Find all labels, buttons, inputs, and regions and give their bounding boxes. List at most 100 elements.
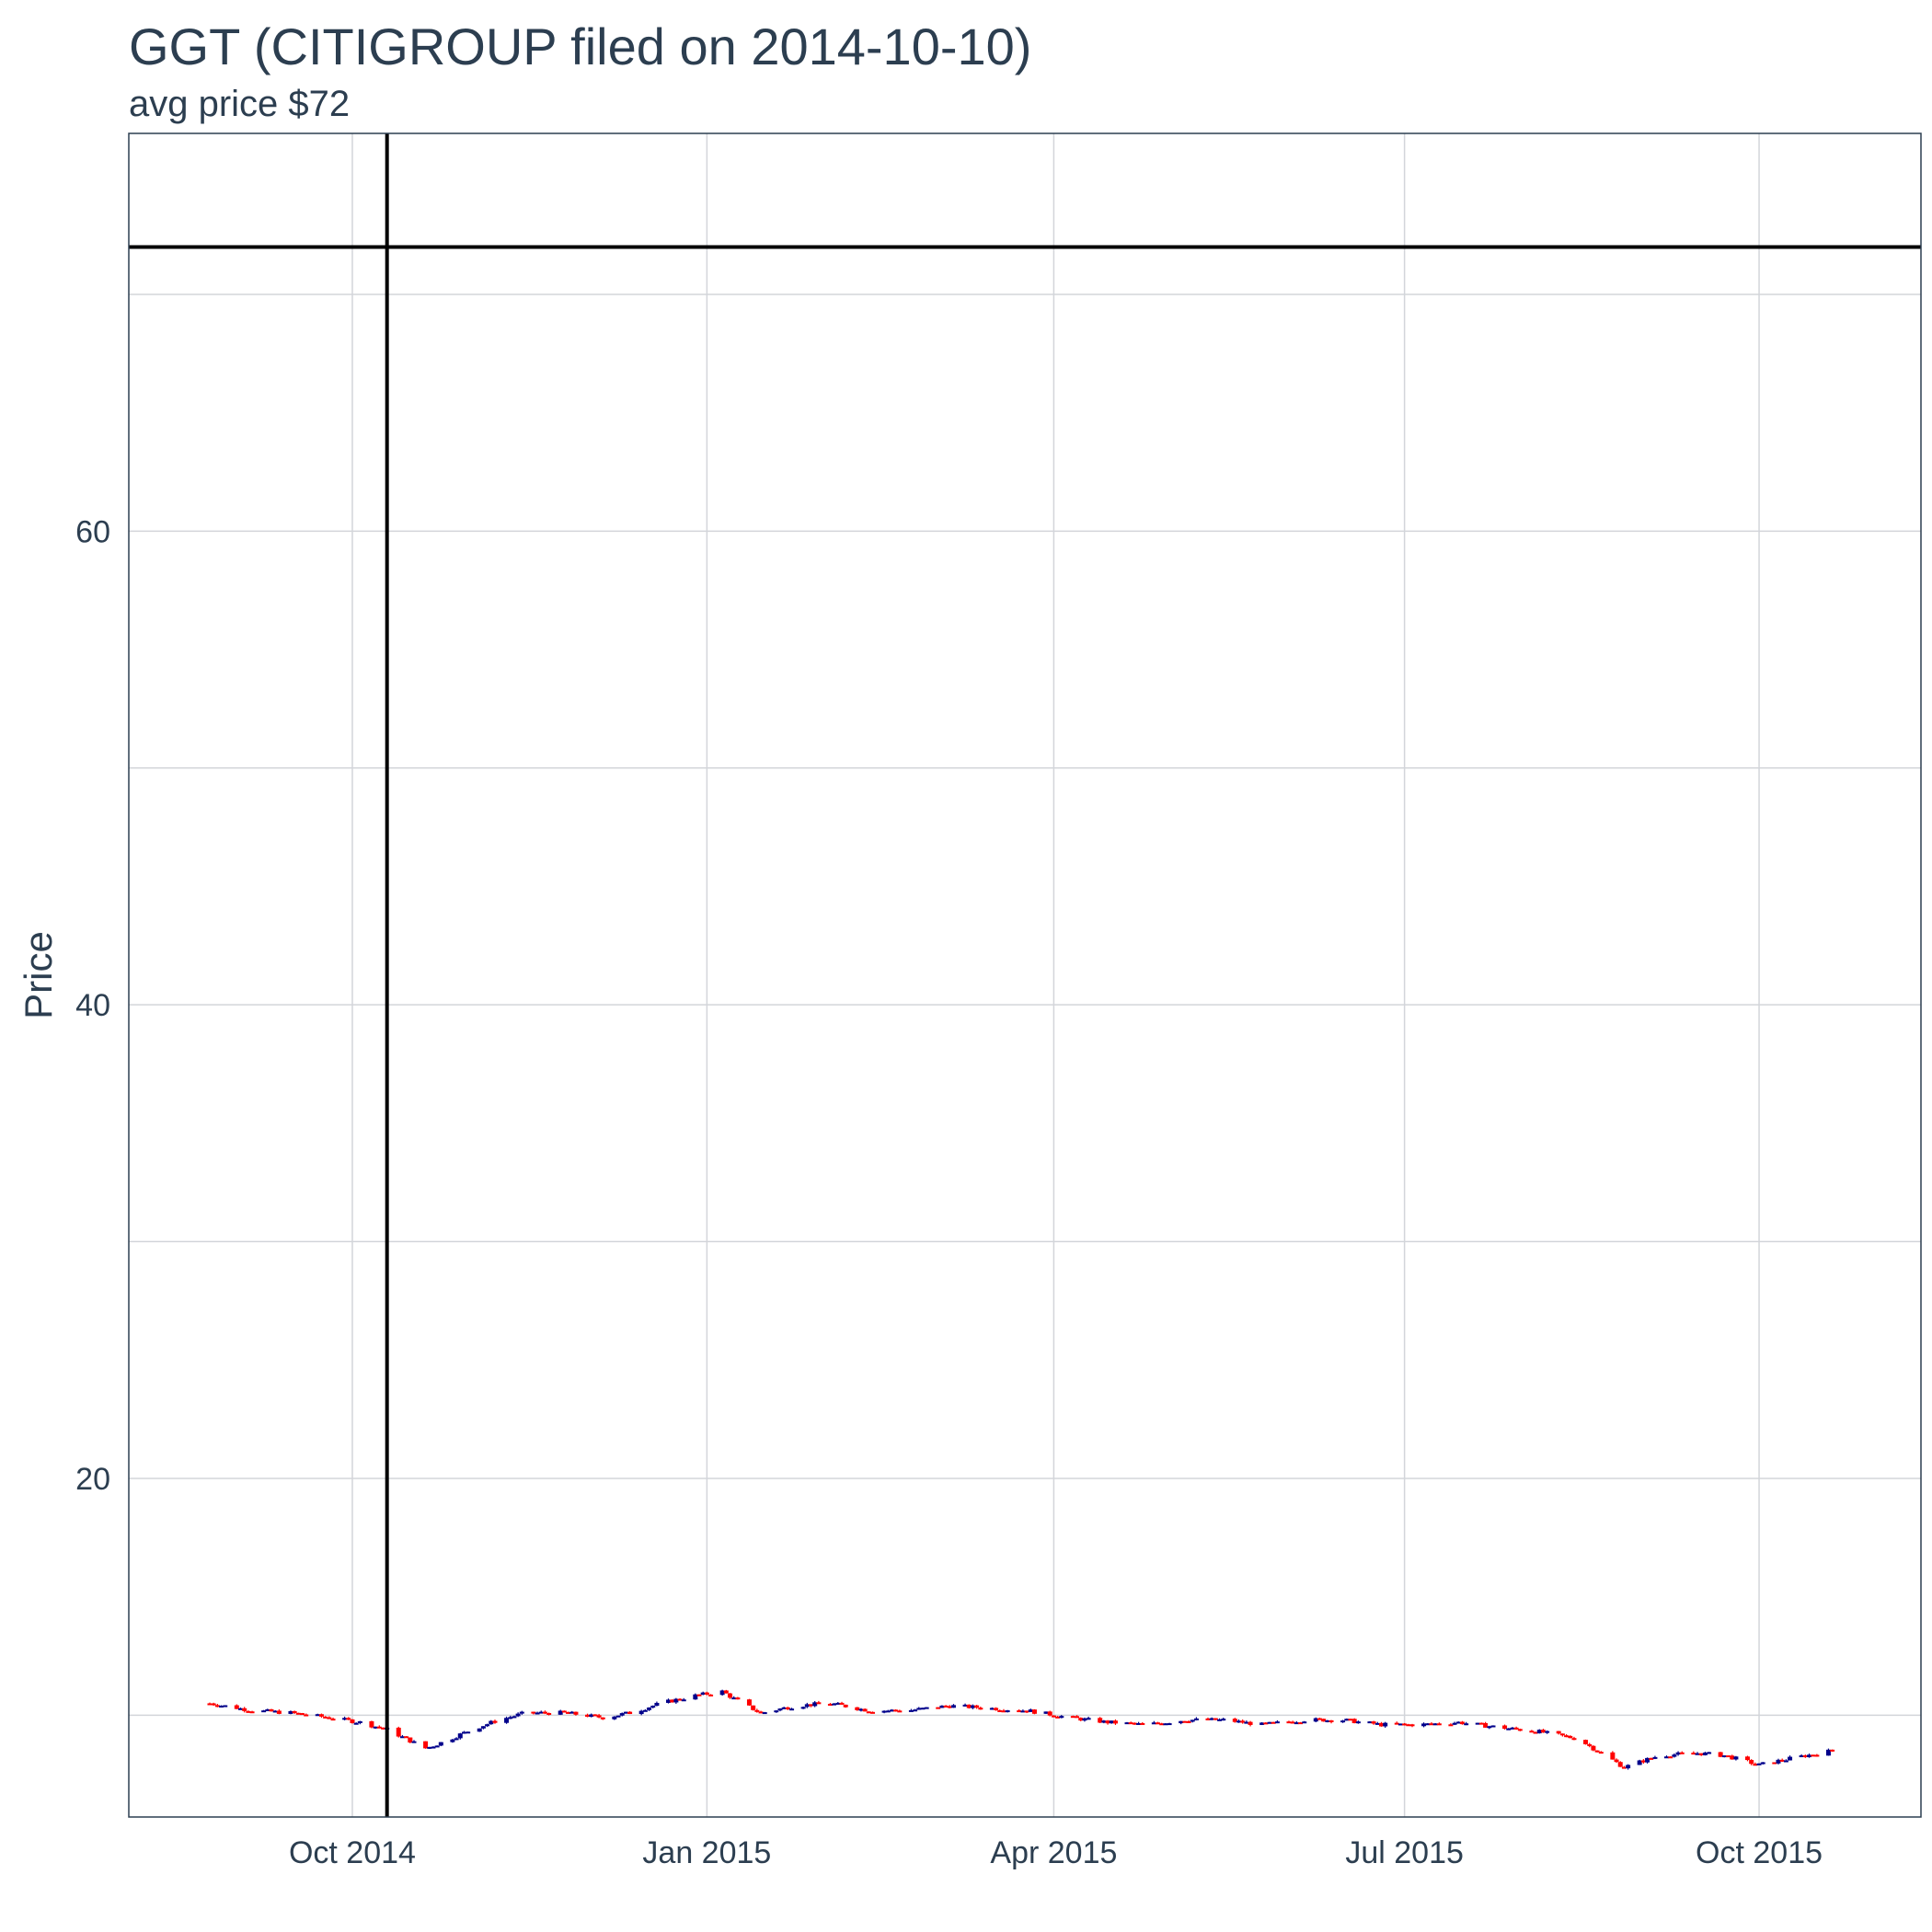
candle-up <box>411 1741 417 1743</box>
candle-down <box>246 1710 251 1713</box>
candle-down <box>1290 1721 1295 1724</box>
candle-down <box>978 1708 983 1710</box>
candle-down <box>1753 1764 1758 1766</box>
candle-up <box>450 1739 455 1742</box>
candle-down <box>758 1711 764 1714</box>
candle-down <box>1017 1710 1022 1713</box>
candle-down <box>295 1712 301 1715</box>
candle-down <box>350 1719 355 1723</box>
candle-up <box>1626 1765 1631 1769</box>
candle-down <box>573 1711 579 1715</box>
candle-up <box>1109 1720 1114 1724</box>
candle-down <box>1483 1722 1489 1728</box>
candle-down <box>1540 1730 1546 1733</box>
candle-up <box>1695 1753 1700 1755</box>
candle-up <box>789 1708 795 1711</box>
candle-down <box>1402 1723 1408 1726</box>
candle-down <box>751 1705 756 1710</box>
candle-down <box>1698 1753 1704 1755</box>
candle-up <box>427 1746 432 1749</box>
candle-down <box>997 1710 1003 1713</box>
candle-down <box>396 1727 401 1737</box>
candle-up <box>515 1713 521 1717</box>
candle-down <box>1112 1720 1118 1724</box>
candle-down <box>843 1704 848 1708</box>
candle-down <box>249 1711 255 1714</box>
candle-down <box>1556 1731 1561 1734</box>
y-tick-label: 20 <box>75 1462 110 1497</box>
candle-up <box>1313 1718 1318 1722</box>
candle-down <box>897 1710 903 1713</box>
candle-up <box>1637 1760 1642 1765</box>
candle-down <box>234 1705 239 1709</box>
candle-down <box>670 1699 675 1703</box>
candle-down <box>292 1710 297 1713</box>
candle-down <box>1406 1724 1411 1727</box>
candle-down <box>1098 1718 1103 1723</box>
x-tick-label: Oct 2014 <box>289 1835 416 1870</box>
candle-up <box>466 1731 471 1734</box>
y-axis-title: Price <box>17 931 60 1019</box>
candle-up <box>1536 1730 1542 1734</box>
candle-up <box>700 1692 706 1696</box>
candle-up <box>1028 1709 1033 1712</box>
candle-up <box>781 1707 787 1709</box>
candle-down <box>561 1710 567 1713</box>
candle-up <box>1510 1727 1515 1730</box>
candle-up <box>762 1712 767 1715</box>
candle-up <box>512 1716 517 1719</box>
candle-down <box>304 1714 309 1717</box>
candle-up <box>353 1722 359 1725</box>
candle-up <box>1344 1719 1350 1721</box>
candle-up <box>1783 1760 1788 1763</box>
candle-up <box>1432 1723 1438 1726</box>
candle-down <box>1830 1749 1835 1752</box>
candle-up <box>1059 1716 1064 1719</box>
x-tick-label: Apr 2015 <box>990 1835 1117 1870</box>
candle-up <box>1506 1728 1512 1731</box>
candle-up <box>654 1702 660 1707</box>
candle-up <box>619 1713 625 1716</box>
candle-up <box>1274 1721 1280 1724</box>
candle-up <box>1086 1718 1091 1720</box>
candle-up <box>1267 1721 1272 1724</box>
candle-down <box>1156 1722 1161 1725</box>
candle-up <box>1452 1722 1457 1725</box>
candle-up <box>1788 1756 1793 1761</box>
candle-down <box>1779 1759 1785 1762</box>
candle-up <box>1236 1720 1242 1723</box>
candle-down <box>1394 1722 1399 1725</box>
candle-up <box>612 1716 617 1719</box>
candle-down <box>1248 1721 1253 1725</box>
tick-labels-layer: 20 40 60 Oct 2014 Jan 2015 Apr 2015 Jul 2015 Oc… <box>75 514 1823 1870</box>
candle-up <box>1721 1755 1727 1758</box>
candle-up <box>1675 1752 1681 1755</box>
candle-down <box>404 1736 409 1739</box>
candle-up <box>812 1702 818 1707</box>
candle-down <box>1621 1766 1627 1769</box>
candle-down <box>1730 1755 1735 1760</box>
candle-up <box>1294 1722 1299 1725</box>
candle-up <box>642 1709 648 1712</box>
candle-up <box>1005 1710 1010 1713</box>
candle-down <box>870 1711 876 1714</box>
candle-up <box>1672 1754 1677 1757</box>
candle-up <box>1421 1723 1427 1727</box>
candle-up <box>950 1705 956 1708</box>
candle-down <box>1132 1722 1137 1725</box>
candle-down <box>723 1690 729 1694</box>
candle-up <box>454 1738 459 1741</box>
candle-down <box>1617 1762 1623 1767</box>
candle-down <box>1649 1757 1654 1760</box>
candle-up <box>357 1720 362 1723</box>
candle-up <box>1383 1722 1388 1727</box>
candle-down <box>1429 1723 1434 1726</box>
candle-down <box>327 1717 332 1719</box>
candle-up <box>1163 1723 1168 1726</box>
candle-down <box>346 1718 351 1720</box>
candle-down <box>1328 1719 1334 1722</box>
candle-up <box>1209 1718 1214 1720</box>
candle-up <box>1733 1756 1739 1760</box>
candle-up <box>315 1714 320 1717</box>
